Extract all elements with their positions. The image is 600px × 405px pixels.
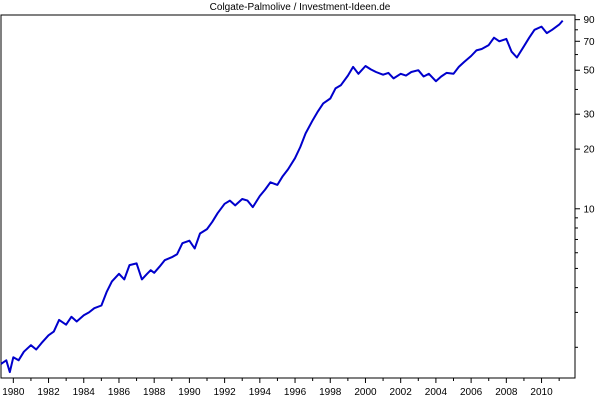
y-tick-label: 50 [583, 66, 595, 77]
x-tick-label: 2000 [354, 387, 377, 398]
x-tick-label: 1992 [213, 387, 236, 398]
x-tick-label: 1998 [319, 387, 342, 398]
x-tick-label: 1988 [143, 387, 166, 398]
y-tick-label: 90 [583, 15, 595, 26]
x-tick-label: 2002 [390, 387, 413, 398]
x-tick-label: 1990 [178, 387, 201, 398]
x-tick-label: 1980 [2, 387, 25, 398]
y-tick-label: 10 [583, 204, 595, 215]
x-tick-label: 1996 [284, 387, 307, 398]
y-axis: 10 20 30 50 70 90 [575, 15, 595, 348]
plot-area-frame [0, 14, 576, 379]
x-axis: 1980 1982 1984 1986 1988 1990 1992 1994 1996 1998… [2, 378, 560, 398]
x-tick-label: 2008 [495, 387, 518, 398]
x-tick-label: 1984 [73, 387, 96, 398]
y-tick-label: 30 [583, 110, 595, 121]
x-tick-label: 2004 [425, 387, 448, 398]
x-tick-label: 2006 [460, 387, 483, 398]
x-tick-label: 2010 [530, 387, 553, 398]
chart-title: Colgate-Palmolive / Investment-Ideen.de [210, 2, 391, 13]
y-tick-label: 20 [583, 145, 595, 156]
x-tick-label: 1986 [108, 387, 131, 398]
x-tick-label: 1994 [249, 387, 272, 398]
series-layer [0, 19, 564, 374]
x-tick-label: 1982 [37, 387, 60, 398]
series-line-0 [0, 19, 564, 374]
y-tick-label: 70 [583, 37, 595, 48]
